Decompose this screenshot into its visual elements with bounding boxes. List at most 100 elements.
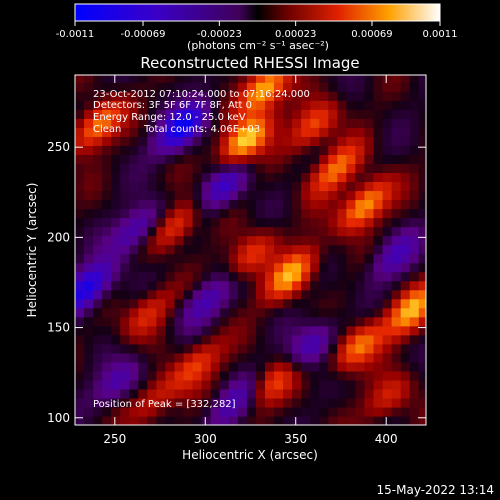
heatmap-cell: [165, 118, 176, 128]
heatmap-cell: [255, 217, 266, 228]
heatmap-cell: [255, 370, 266, 381]
heatmap-cell: [328, 109, 338, 119]
heatmap-cell: [210, 181, 221, 192]
heatmap-cell: [264, 217, 275, 228]
heatmap-cell: [183, 352, 194, 363]
heatmap-cell: [337, 181, 347, 192]
heatmap-cell: [120, 136, 130, 146]
heatmap-cell: [418, 199, 426, 210]
heatmap-cell: [255, 379, 266, 390]
heatmap-cell: [228, 82, 239, 92]
heatmap-cell: [301, 226, 311, 237]
heatmap-cell: [373, 298, 384, 309]
heatmap-cell: [391, 82, 402, 92]
heatmap-cell: [246, 217, 257, 228]
heatmap-cell: [255, 127, 266, 137]
heatmap-cell: [274, 91, 284, 101]
heatmap-cell: [364, 298, 375, 309]
heatmap-cell: [418, 253, 426, 264]
heatmap-cell: [346, 307, 357, 318]
heatmap-cell: [129, 190, 139, 201]
heatmap-cell: [246, 118, 257, 128]
heatmap-cell: [228, 415, 239, 425]
heatmap-cell: [246, 100, 257, 110]
heatmap-cell: [138, 343, 148, 354]
heatmap-cell: [255, 397, 266, 408]
heatmap-cell: [255, 262, 266, 273]
heatmap-cell: [337, 289, 347, 300]
heatmap-cell: [183, 75, 194, 83]
heatmap-cell: [292, 307, 302, 318]
heatmap-cell: [301, 75, 311, 83]
heatmap-cell: [391, 154, 402, 165]
heatmap-cell: [156, 109, 167, 119]
heatmap-cell: [274, 325, 284, 336]
heatmap-cell: [301, 298, 311, 309]
annotation-energy: Energy Range: 12.0 - 25.0 keV: [93, 112, 246, 123]
heatmap-cell: [400, 226, 411, 237]
heatmap-cell: [201, 109, 212, 119]
heatmap-cell: [192, 226, 203, 237]
heatmap-cell: [337, 334, 347, 345]
heatmap-cell: [237, 235, 248, 246]
heatmap-cell: [93, 388, 103, 399]
heatmap-cell: [328, 181, 338, 192]
heatmap-cell: [156, 235, 167, 246]
heatmap-cell: [355, 307, 366, 318]
heatmap-cell: [292, 280, 302, 291]
heatmap-cell: [75, 325, 85, 336]
heatmap-cell: [292, 154, 302, 165]
heatmap-cell: [138, 370, 148, 381]
heatmap-cell: [201, 316, 212, 327]
heatmap-cell: [84, 280, 94, 291]
heatmap-cell: [373, 75, 384, 83]
heatmap-cell: [382, 316, 393, 327]
heatmap-cell: [382, 289, 393, 300]
heatmap-cell: [102, 75, 112, 83]
heatmap-cell: [382, 181, 393, 192]
heatmap-cell: [255, 136, 266, 146]
heatmap-cell: [292, 136, 302, 146]
heatmap-cell: [219, 91, 230, 101]
heatmap-cell: [93, 379, 103, 390]
heatmap-cell: [129, 172, 139, 183]
heatmap-cell: [274, 181, 284, 192]
heatmap-cell: [382, 208, 393, 219]
heatmap-cell: [283, 181, 293, 192]
heatmap-cell: [391, 406, 402, 417]
heatmap-cell: [129, 154, 139, 165]
heatmap-cell: [246, 325, 257, 336]
heatmap-cell: [120, 145, 130, 155]
heatmap-cell: [292, 190, 302, 201]
heatmap-cell: [310, 127, 320, 137]
heatmap-cell: [93, 235, 103, 246]
heatmap-cell: [292, 316, 302, 327]
heatmap-cell: [391, 91, 402, 101]
heatmap-cell: [219, 298, 230, 309]
heatmap-cell: [147, 352, 158, 363]
heatmap-cell: [93, 262, 103, 273]
heatmap-cell: [400, 316, 411, 327]
heatmap-cell: [301, 217, 311, 228]
heatmap-cell: [111, 406, 121, 417]
heatmap-cell: [147, 316, 158, 327]
heatmap-cell: [382, 334, 393, 345]
heatmap-cell: [165, 361, 176, 372]
heatmap-cell: [310, 343, 320, 354]
heatmap-cell: [228, 370, 239, 381]
heatmap-cell: [283, 343, 293, 354]
heatmap-cell: [183, 181, 194, 192]
heatmap-cell: [111, 397, 121, 408]
heatmap-cell: [292, 217, 302, 228]
heatmap-cell: [147, 190, 158, 201]
heatmap-cell: [301, 181, 311, 192]
heatmap-cell: [111, 334, 121, 345]
heatmap-cell: [84, 325, 94, 336]
heatmap-cell: [192, 307, 203, 318]
heatmap-cell: [337, 352, 347, 363]
heatmap-cell: [165, 352, 176, 363]
heatmap-cell: [355, 397, 366, 408]
heatmap-cell: [201, 325, 212, 336]
heatmap-cell: [93, 271, 103, 282]
heatmap-cell: [364, 316, 375, 327]
